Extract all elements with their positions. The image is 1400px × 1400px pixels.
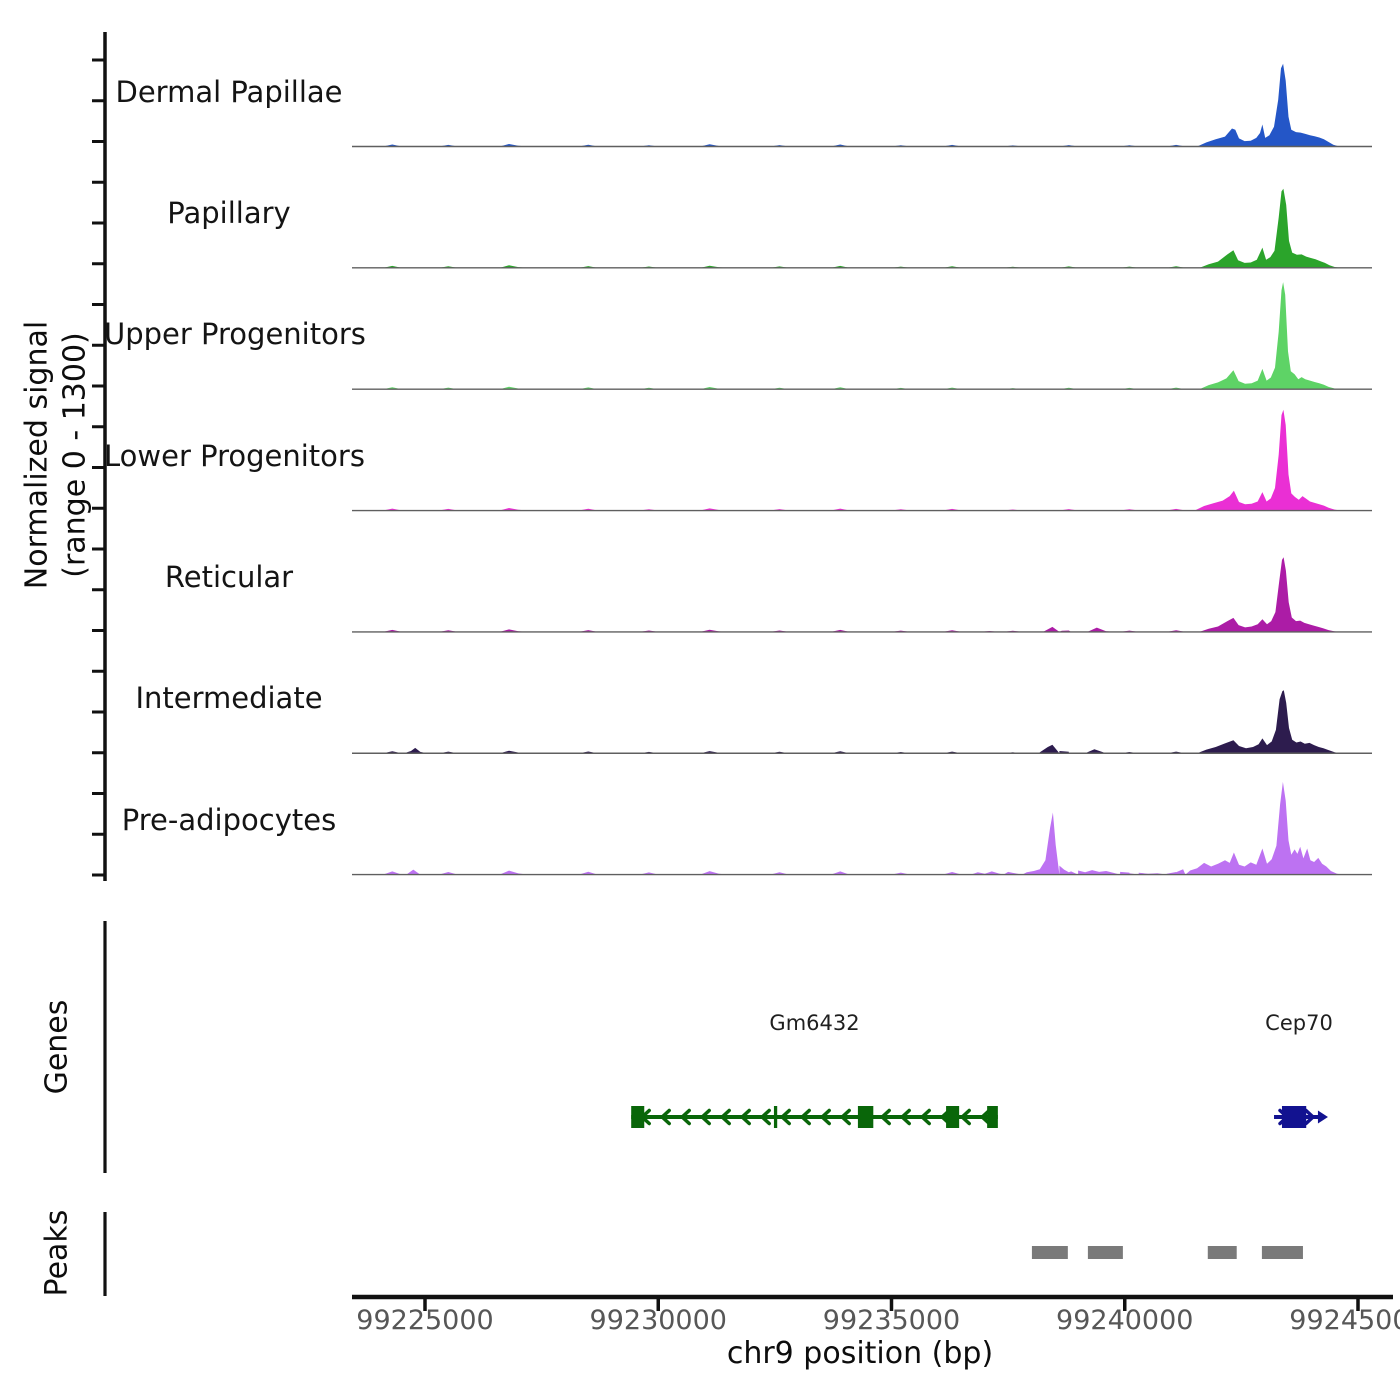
peak-box [1207, 1246, 1237, 1259]
gene-strand-arrow-icon [699, 1108, 711, 1126]
gene-strand-arrow-icon [739, 1108, 751, 1126]
peaks-panel-label: Peaks [39, 1209, 75, 1297]
gene-strand-arrow-icon [779, 1108, 791, 1126]
gene-strand-arrow-icon [819, 1108, 831, 1126]
gene-strand-arrow-icon [679, 1108, 691, 1126]
gene-strand-arrow-icon [899, 1108, 911, 1126]
gene-exon-cep70 [1281, 1106, 1307, 1128]
signal-area-pre-adipocytes [352, 781, 1372, 875]
gene-exon-gm6432 [857, 1106, 874, 1128]
genes-panel-label: Genes [39, 999, 75, 1095]
gene-label-cep70: Cep70 [1265, 1011, 1333, 1035]
track-label-upper-progenitors: Upper Progenitors [104, 317, 366, 352]
gene-strand-arrow-icon [879, 1108, 891, 1126]
y-axis-label-line1: Normalized signal [19, 320, 55, 590]
track-label-intermediate: Intermediate [135, 681, 323, 716]
signal-area-reticular [352, 557, 1372, 632]
gene-exon-gm6432 [773, 1106, 778, 1128]
track-label-reticular: Reticular [164, 559, 294, 594]
signal-area-intermediate [352, 690, 1372, 754]
gene-strand-arrow-icon [719, 1108, 731, 1126]
gene-strand-arrow-icon [919, 1108, 931, 1126]
signal-area-upper-progenitors [352, 282, 1372, 390]
gene-strand-arrow-icon [979, 1108, 991, 1126]
gene-strand-arrow-icon [799, 1108, 811, 1126]
track-label-lower-progenitors: Lower Progenitors [104, 438, 365, 473]
gene-exon-gm6432 [631, 1106, 645, 1128]
signal-area-papillary [352, 188, 1372, 268]
peak-box [1261, 1246, 1303, 1259]
x-tick-label: 99245000 [1289, 1305, 1400, 1336]
gene-exon-gm6432 [946, 1106, 960, 1128]
track-label-dermal-papillae: Dermal Papillae [115, 74, 343, 109]
x-axis-title: chr9 position (bp) [726, 1336, 994, 1371]
signal-area-dermal-papillae [352, 63, 1372, 147]
gene-strand-arrow-icon [1304, 1108, 1316, 1126]
peak-box [1087, 1246, 1123, 1259]
gene-strand-arrow-icon [659, 1108, 671, 1126]
track-label-papillary: Papillary [167, 195, 291, 230]
y-axis-label-line2: (range 0 - 1300) [57, 332, 92, 578]
x-tick-label: 99225000 [356, 1305, 494, 1336]
peak-box [1031, 1246, 1068, 1259]
signal-area-lower-progenitors [352, 409, 1372, 511]
gene-label-gm6432: Gm6432 [769, 1011, 860, 1035]
gene-end-arrowhead-icon [1317, 1110, 1328, 1124]
x-tick-label: 99230000 [589, 1305, 727, 1336]
gene-strand-arrow-icon [959, 1108, 971, 1126]
gene-strand-arrow-icon [759, 1108, 771, 1126]
gene-exon-gm6432 [987, 1106, 998, 1128]
x-tick-label: 99235000 [822, 1305, 961, 1336]
x-tick-label: 99240000 [1056, 1305, 1194, 1336]
track-label-pre-adipocytes: Pre-adipocytes [121, 802, 337, 837]
y-axis-label: Normalized signal (range 0 - 1300) [19, 321, 94, 589]
gene-strand-arrow-icon [839, 1108, 851, 1126]
